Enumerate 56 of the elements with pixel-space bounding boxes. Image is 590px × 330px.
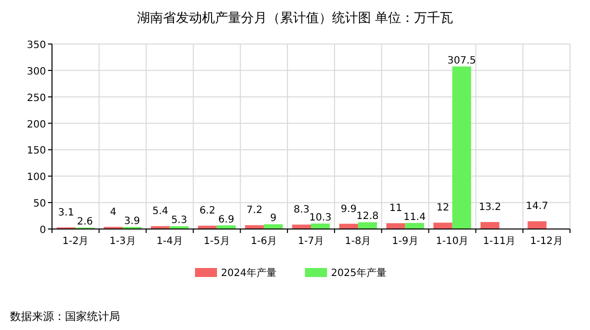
y-tick-label: 200	[26, 119, 46, 130]
data-label: 9.9	[340, 204, 357, 215]
bar	[292, 224, 311, 229]
bar	[264, 224, 283, 229]
x-tick-label: 1-12月	[530, 236, 563, 247]
x-tick-label: 1-9月	[392, 236, 418, 247]
x-tick-label: 1-6月	[250, 236, 278, 247]
data-label: 3.1	[58, 207, 74, 218]
x-tick-label: 1-4月	[156, 236, 183, 247]
y-tick-label: 150	[26, 146, 46, 157]
y-tick-label: 300	[26, 66, 46, 78]
bar	[198, 226, 217, 229]
bar	[358, 222, 377, 229]
y-tick-label: 250	[26, 92, 46, 104]
bar	[311, 224, 330, 229]
data-label: 5.3	[171, 215, 188, 226]
y-tick-label: 0	[40, 225, 46, 236]
bar	[452, 66, 472, 229]
data-label: 14.7	[526, 201, 548, 212]
bar	[245, 225, 264, 229]
data-label: 4	[110, 206, 116, 218]
legend-label: 2025年产量	[331, 267, 386, 279]
data-label: 9	[270, 213, 277, 224]
data-label: 12	[436, 202, 450, 214]
data-label: 10.3	[309, 212, 332, 224]
data-label: 11.4	[403, 212, 426, 223]
x-tick-label: 1-2月	[62, 236, 89, 247]
y-tick-label: 100	[26, 172, 46, 184]
data-label: 13.2	[478, 202, 502, 214]
data-label: 3.9	[124, 216, 140, 227]
legend-label: 2024年产量	[221, 267, 276, 279]
bar	[386, 223, 406, 229]
y-tick-label: 350	[26, 40, 46, 51]
x-tick-label: 1-7月	[298, 236, 324, 247]
data-label: 7.2	[246, 205, 262, 216]
data-label: 2.6	[77, 216, 93, 228]
bar	[480, 222, 500, 229]
data-label: 8.3	[294, 204, 310, 216]
x-tick-label: 1-11月	[483, 236, 516, 247]
chart-title: 湖南省发动机产量分月（累计值）统计图 单位：万千瓦	[136, 11, 454, 26]
bar	[433, 222, 452, 229]
bar	[528, 221, 546, 229]
x-tick-label: 1-3月	[109, 236, 136, 247]
data-label: 5.4	[152, 206, 168, 218]
source-note: 数据来源：国家统计局	[10, 310, 120, 323]
x-tick-label: 1-5月	[204, 236, 230, 247]
data-label: 6.2	[199, 206, 216, 217]
x-tick-label: 1-10月	[436, 236, 469, 247]
x-tick-label: 1-8月	[344, 236, 372, 247]
bar	[170, 226, 189, 229]
y-tick-label: 50	[33, 198, 46, 210]
data-label: 307.5	[447, 55, 476, 66]
bar	[405, 222, 424, 229]
data-label: 11	[389, 203, 402, 214]
data-label: 6.9	[218, 214, 234, 226]
data-label: 12.8	[356, 211, 379, 222]
